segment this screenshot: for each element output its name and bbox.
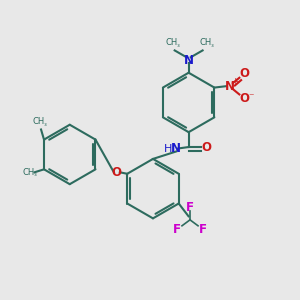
Text: N: N (225, 80, 235, 93)
Text: F: F (173, 223, 181, 236)
Text: O: O (201, 140, 211, 154)
Text: O: O (240, 92, 250, 105)
Text: O: O (111, 166, 121, 179)
Text: F: F (199, 223, 207, 236)
Text: N: N (171, 142, 181, 155)
Text: ₃: ₃ (211, 42, 213, 48)
Text: O: O (240, 67, 250, 80)
Text: ₃: ₃ (44, 121, 47, 127)
Text: ₃: ₃ (34, 171, 36, 177)
Text: +: + (231, 77, 239, 86)
Text: H: H (164, 143, 172, 154)
Text: N: N (184, 54, 194, 67)
Text: CH: CH (200, 38, 212, 47)
Text: CH: CH (166, 38, 178, 47)
Text: CH: CH (22, 168, 35, 177)
Text: ₃: ₃ (177, 42, 179, 48)
Text: CH: CH (33, 117, 45, 126)
Text: F: F (186, 201, 194, 214)
Text: ⁻: ⁻ (248, 92, 254, 102)
